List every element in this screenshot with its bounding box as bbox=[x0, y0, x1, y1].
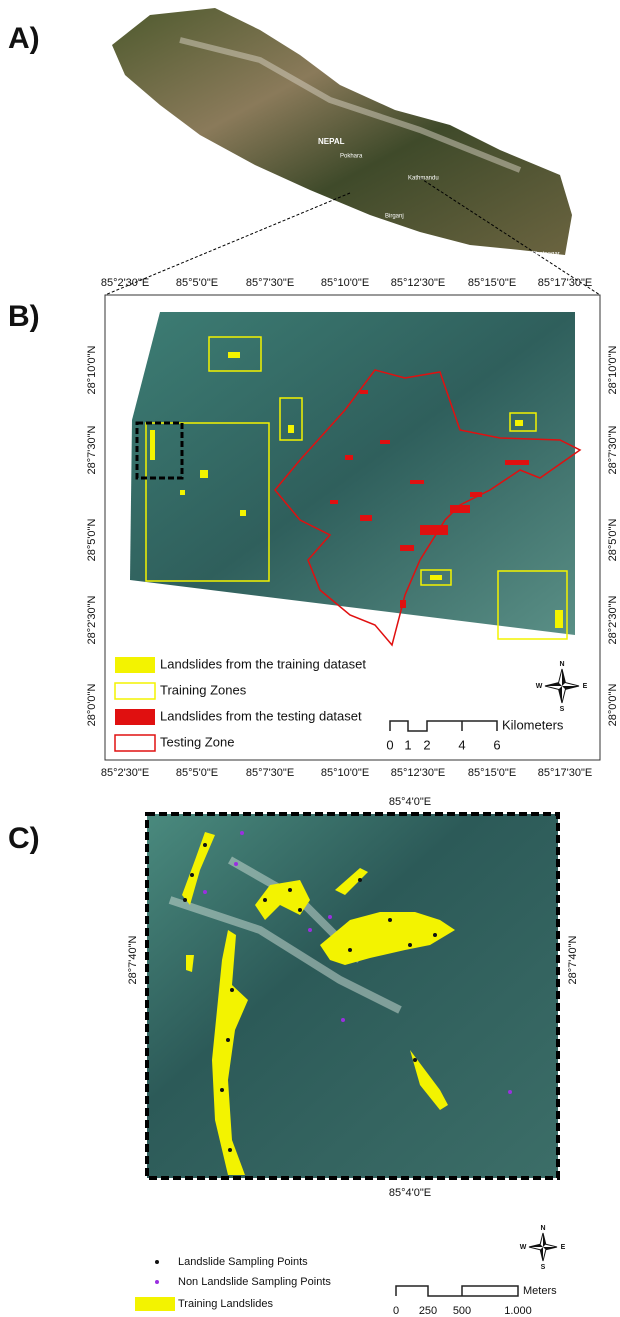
panel-label: B) bbox=[8, 300, 40, 333]
legend-label: Training Landslides bbox=[178, 1298, 273, 1310]
legend-swatch bbox=[115, 657, 155, 673]
latitude-label: 28°7'40"N bbox=[567, 935, 579, 984]
compass-letter: S bbox=[541, 1264, 546, 1271]
legend-marker bbox=[155, 1280, 159, 1284]
scale-unit: Kilometers bbox=[502, 717, 564, 732]
place-name: Birganj bbox=[385, 214, 404, 220]
latitude-label: 28°2'30"N bbox=[86, 595, 98, 644]
scale-label: 0 bbox=[386, 737, 393, 752]
latitude-label: 28°10'0"N bbox=[607, 345, 619, 394]
compass-letter: E bbox=[561, 1244, 566, 1251]
longitude-label: 85°10'0"E bbox=[321, 277, 369, 289]
compass-letter: W bbox=[536, 683, 543, 690]
place-name: Pokhara bbox=[340, 154, 363, 160]
satellite-image bbox=[130, 312, 575, 635]
latitude-label: 28°7'30"N bbox=[607, 425, 619, 474]
latitude-label: 28°0'0"N bbox=[607, 684, 619, 727]
compass-letter: S bbox=[560, 706, 565, 713]
latitude-label: 28°5'0"N bbox=[607, 519, 619, 562]
longitude-label: 85°4'0"E bbox=[389, 1187, 431, 1199]
longitude-label: 85°17'30"E bbox=[538, 767, 592, 779]
panel-label: C) bbox=[8, 822, 40, 855]
longitude-label: 85°12'30"E bbox=[391, 767, 445, 779]
latitude-label: 28°10'0"N bbox=[86, 345, 98, 394]
place-name: Biratnagar bbox=[532, 252, 560, 258]
latitude-label: 28°0'0"N bbox=[86, 684, 98, 727]
scale-label: 1 bbox=[404, 737, 411, 752]
longitude-label: 85°7'30"E bbox=[246, 277, 294, 289]
latitude-label: 28°2'30"N bbox=[607, 595, 619, 644]
legend-swatch bbox=[115, 735, 155, 751]
scale-label: 500 bbox=[453, 1305, 471, 1317]
scale-label: 0 bbox=[393, 1305, 399, 1317]
longitude-label: 85°10'0"E bbox=[321, 767, 369, 779]
legend-label: Non Landslide Sampling Points bbox=[178, 1276, 331, 1288]
legend-label: Landslides from the training dataset bbox=[160, 656, 366, 671]
latitude-label: 28°7'40"N bbox=[127, 935, 139, 984]
longitude-label: 85°2'30"E bbox=[101, 767, 149, 779]
longitude-label: 85°12'30"E bbox=[391, 277, 445, 289]
scale-label: 6 bbox=[493, 737, 500, 752]
nepal-map bbox=[112, 8, 572, 255]
legend-label: Testing Zone bbox=[160, 734, 234, 749]
panel-label: A) bbox=[8, 22, 40, 55]
latitude-label: 28°7'30"N bbox=[86, 425, 98, 474]
legend-label: Landslides from the testing dataset bbox=[160, 708, 362, 723]
compass-letter: N bbox=[540, 1225, 545, 1232]
figure: A) B) C) NEPAL Pokhara Kathmandu Birganj Biratn… bbox=[0, 0, 620, 1317]
compass-letter: N bbox=[559, 661, 564, 668]
legend-swatch bbox=[115, 683, 155, 699]
longitude-label: 85°2'30"E bbox=[101, 277, 149, 289]
longitude-label: 85°15'0"E bbox=[468, 767, 516, 779]
compass-letter: W bbox=[520, 1244, 527, 1251]
longitude-label: 85°7'30"E bbox=[246, 767, 294, 779]
compass-letter: E bbox=[583, 683, 588, 690]
latitude-label: 28°5'0"N bbox=[86, 519, 98, 562]
scale-label: 1.000 bbox=[504, 1305, 532, 1317]
legend-label: Landslide Sampling Points bbox=[178, 1256, 308, 1268]
scale-bar bbox=[396, 1286, 518, 1296]
legend-swatch bbox=[135, 1297, 175, 1311]
place-name: NEPAL bbox=[318, 137, 345, 146]
scale-label: 250 bbox=[419, 1305, 437, 1317]
longitude-label: 85°4'0"E bbox=[389, 796, 431, 808]
legend-marker bbox=[155, 1260, 159, 1264]
scale-label: 2 bbox=[423, 737, 430, 752]
longitude-label: 85°15'0"E bbox=[468, 277, 516, 289]
legend-swatch bbox=[115, 709, 155, 725]
longitude-label: 85°5'0"E bbox=[176, 767, 218, 779]
place-name: Kathmandu bbox=[408, 176, 439, 182]
scale-unit: Meters bbox=[523, 1285, 557, 1297]
scale-label: 4 bbox=[458, 737, 465, 752]
longitude-label: 85°5'0"E bbox=[176, 277, 218, 289]
longitude-label: 85°17'30"E bbox=[538, 277, 592, 289]
inset-image bbox=[147, 814, 558, 1178]
legend-label: Training Zones bbox=[160, 682, 247, 697]
